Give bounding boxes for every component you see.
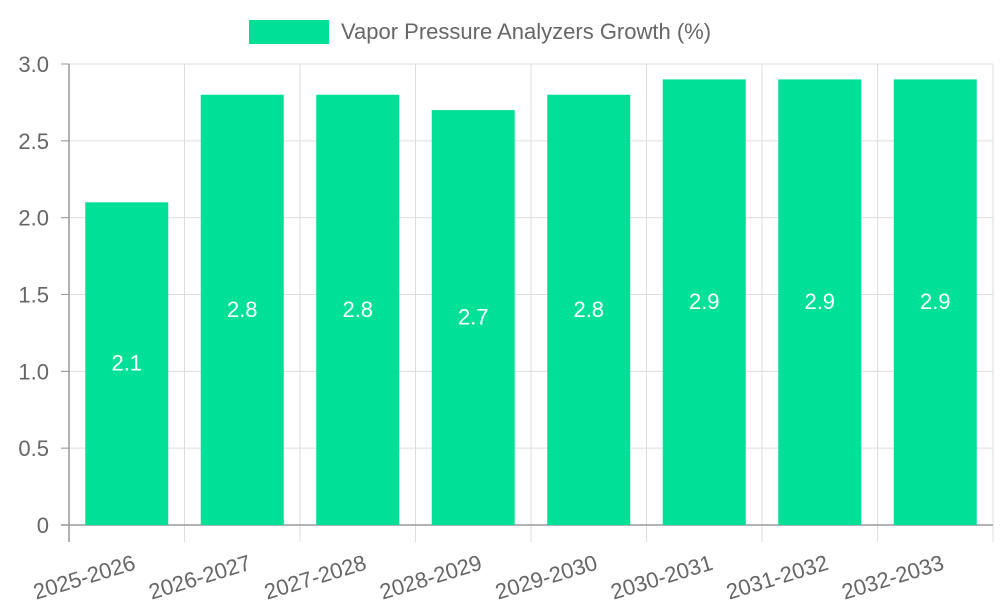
legend-swatch (249, 20, 329, 44)
legend-label: Vapor Pressure Analyzers Growth (%) (341, 19, 711, 44)
x-tick-label: 2032-2033 (839, 550, 947, 600)
bar-data-label: 2.8 (342, 297, 373, 322)
x-tick-label: 2025-2026 (30, 550, 138, 600)
bar[interactable] (778, 79, 862, 525)
x-tick-labels: 2025-2026 2026-2027 2027-2028 2028-2029 2029… (30, 550, 947, 605)
y-tick-label: 1.5 (18, 283, 49, 308)
x-tick-label: 2031-2032 (723, 550, 831, 600)
bar-data-label: 2.1 (111, 351, 142, 376)
bar[interactable] (662, 79, 746, 525)
bar[interactable] (547, 94, 631, 525)
x-tick-label: 2026-2027 (146, 550, 254, 600)
x-tick-label: 2030-2031 (608, 550, 716, 600)
bar-data-label: 2.8 (573, 297, 604, 322)
y-tick-label: 0.5 (18, 436, 49, 461)
bar-data-label: 2.8 (227, 297, 258, 322)
data-labels: 2.1 2.8 2.8 2.7 2.8 2.9 2.9 2.9 (111, 289, 950, 375)
bar[interactable] (316, 94, 400, 525)
bar-data-label: 2.7 (458, 305, 489, 330)
y-tick-label: 2.0 (18, 206, 49, 231)
bar-data-label: 2.9 (920, 289, 951, 314)
y-tick-label: 2.5 (18, 129, 49, 154)
y-tick-label: 0 (37, 513, 49, 538)
legend[interactable]: Vapor Pressure Analyzers Growth (%) (249, 19, 711, 44)
x-tick-label: 2029-2030 (492, 550, 600, 600)
bar[interactable] (200, 94, 284, 525)
bar-data-label: 2.9 (804, 289, 835, 314)
y-tick-label: 3.0 (18, 52, 49, 77)
bar-data-label: 2.9 (689, 289, 720, 314)
bar[interactable] (893, 79, 977, 525)
bars (85, 79, 977, 526)
bar[interactable] (431, 110, 515, 525)
x-tick-label: 2028-2029 (377, 550, 485, 600)
y-tick-labels: 0 0.5 1.0 1.5 2.0 2.5 3.0 (18, 52, 49, 538)
y-tick-label: 1.0 (18, 359, 49, 384)
bar[interactable] (85, 202, 169, 526)
x-tick-label: 2027-2028 (261, 550, 369, 600)
